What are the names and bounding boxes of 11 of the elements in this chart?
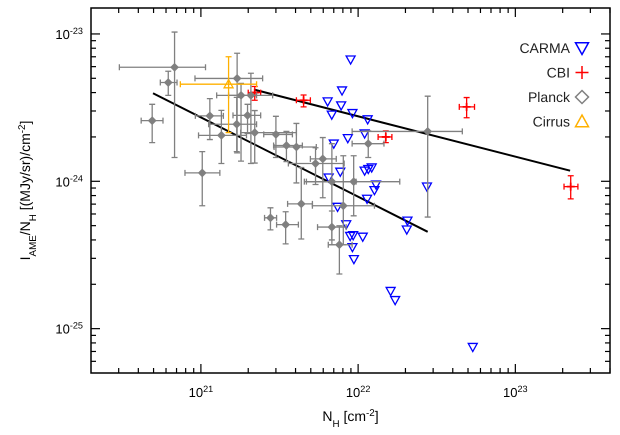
legend-label: Planck xyxy=(528,89,571,105)
legend-label: CBI xyxy=(546,64,570,80)
x-tick-label: 10$^{23}$ xyxy=(503,384,528,400)
y-tick-label: 10$^{-24}$ xyxy=(55,173,83,190)
legend-label: CARMA xyxy=(519,40,571,56)
x-axis-title: N$_{H}$ [cm$^{-2}$] xyxy=(322,408,379,430)
y-tick-label: 10$^{-23}$ xyxy=(55,26,83,42)
x-tick-label: 10$^{21}$ xyxy=(188,384,214,400)
legend-label: Cirrus xyxy=(532,114,570,130)
y-tick-label: 10$^{-25}$ xyxy=(55,320,83,337)
x-tick-label: 10$^{22}$ xyxy=(346,384,370,400)
